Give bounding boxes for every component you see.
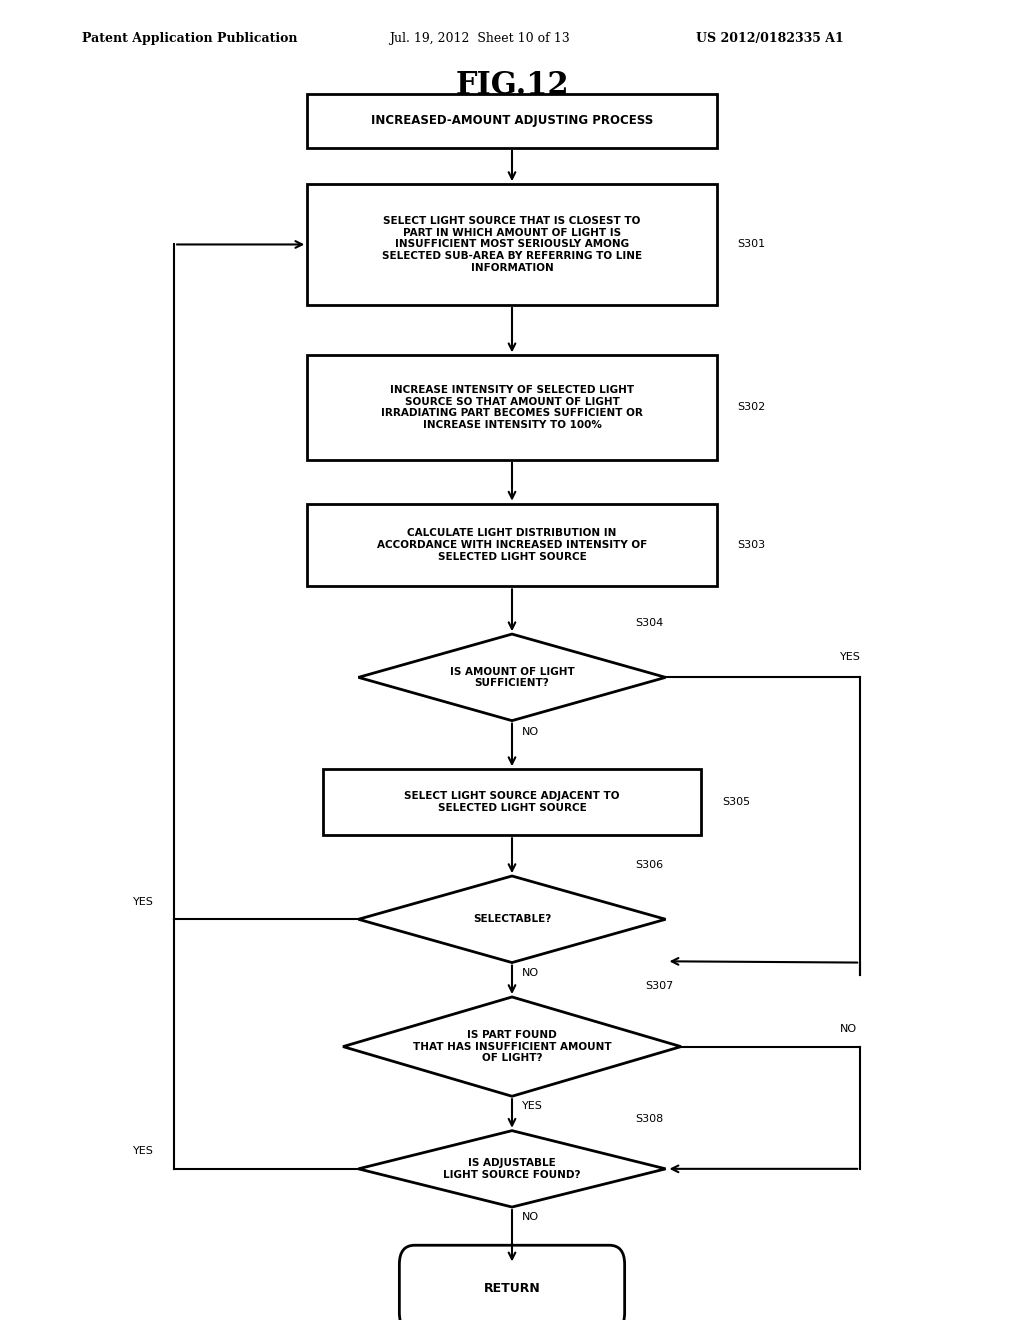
FancyBboxPatch shape [307, 355, 717, 459]
Text: INCREASE INTENSITY OF SELECTED LIGHT
SOURCE SO THAT AMOUNT OF LIGHT
IRRADIATING : INCREASE INTENSITY OF SELECTED LIGHT SOU… [381, 385, 643, 430]
Text: S307: S307 [645, 981, 674, 990]
Text: US 2012/0182335 A1: US 2012/0182335 A1 [696, 32, 844, 45]
Text: S303: S303 [737, 540, 765, 550]
Text: YES: YES [522, 1101, 543, 1111]
Text: NO: NO [522, 1212, 540, 1222]
Text: YES: YES [840, 652, 860, 663]
FancyBboxPatch shape [307, 183, 717, 305]
Text: IS ADJUSTABLE
LIGHT SOURCE FOUND?: IS ADJUSTABLE LIGHT SOURCE FOUND? [443, 1158, 581, 1180]
Polygon shape [358, 634, 666, 721]
Text: S301: S301 [737, 239, 765, 249]
Text: SELECT LIGHT SOURCE THAT IS CLOSEST TO
PART IN WHICH AMOUNT OF LIGHT IS
INSUFFIC: SELECT LIGHT SOURCE THAT IS CLOSEST TO P… [382, 216, 642, 273]
Text: S305: S305 [722, 797, 750, 807]
Text: Jul. 19, 2012  Sheet 10 of 13: Jul. 19, 2012 Sheet 10 of 13 [389, 32, 570, 45]
FancyBboxPatch shape [399, 1245, 625, 1320]
Text: S304: S304 [635, 618, 664, 628]
Text: S302: S302 [737, 403, 766, 412]
Text: FIG.12: FIG.12 [456, 70, 568, 102]
Text: S306: S306 [635, 859, 663, 870]
Text: IS AMOUNT OF LIGHT
SUFFICIENT?: IS AMOUNT OF LIGHT SUFFICIENT? [450, 667, 574, 688]
Text: CALCULATE LIGHT DISTRIBUTION IN
ACCORDANCE WITH INCREASED INTENSITY OF
SELECTED : CALCULATE LIGHT DISTRIBUTION IN ACCORDAN… [377, 528, 647, 561]
Text: YES: YES [133, 1146, 154, 1156]
Text: SELECT LIGHT SOURCE ADJACENT TO
SELECTED LIGHT SOURCE: SELECT LIGHT SOURCE ADJACENT TO SELECTED… [404, 792, 620, 813]
Text: NO: NO [522, 727, 540, 737]
Polygon shape [343, 997, 681, 1097]
Text: IS PART FOUND
THAT HAS INSUFFICIENT AMOUNT
OF LIGHT?: IS PART FOUND THAT HAS INSUFFICIENT AMOU… [413, 1030, 611, 1063]
Text: INCREASED-AMOUNT ADJUSTING PROCESS: INCREASED-AMOUNT ADJUSTING PROCESS [371, 115, 653, 128]
Text: YES: YES [133, 896, 154, 907]
Text: Patent Application Publication: Patent Application Publication [82, 32, 297, 45]
FancyBboxPatch shape [307, 503, 717, 586]
Text: SELECTABLE?: SELECTABLE? [473, 915, 551, 924]
FancyBboxPatch shape [323, 770, 701, 836]
Text: NO: NO [522, 968, 540, 978]
Text: NO: NO [840, 1024, 857, 1034]
Text: S308: S308 [635, 1114, 664, 1125]
Text: RETURN: RETURN [483, 1282, 541, 1295]
Polygon shape [358, 876, 666, 962]
Polygon shape [358, 1131, 666, 1206]
FancyBboxPatch shape [307, 94, 717, 148]
